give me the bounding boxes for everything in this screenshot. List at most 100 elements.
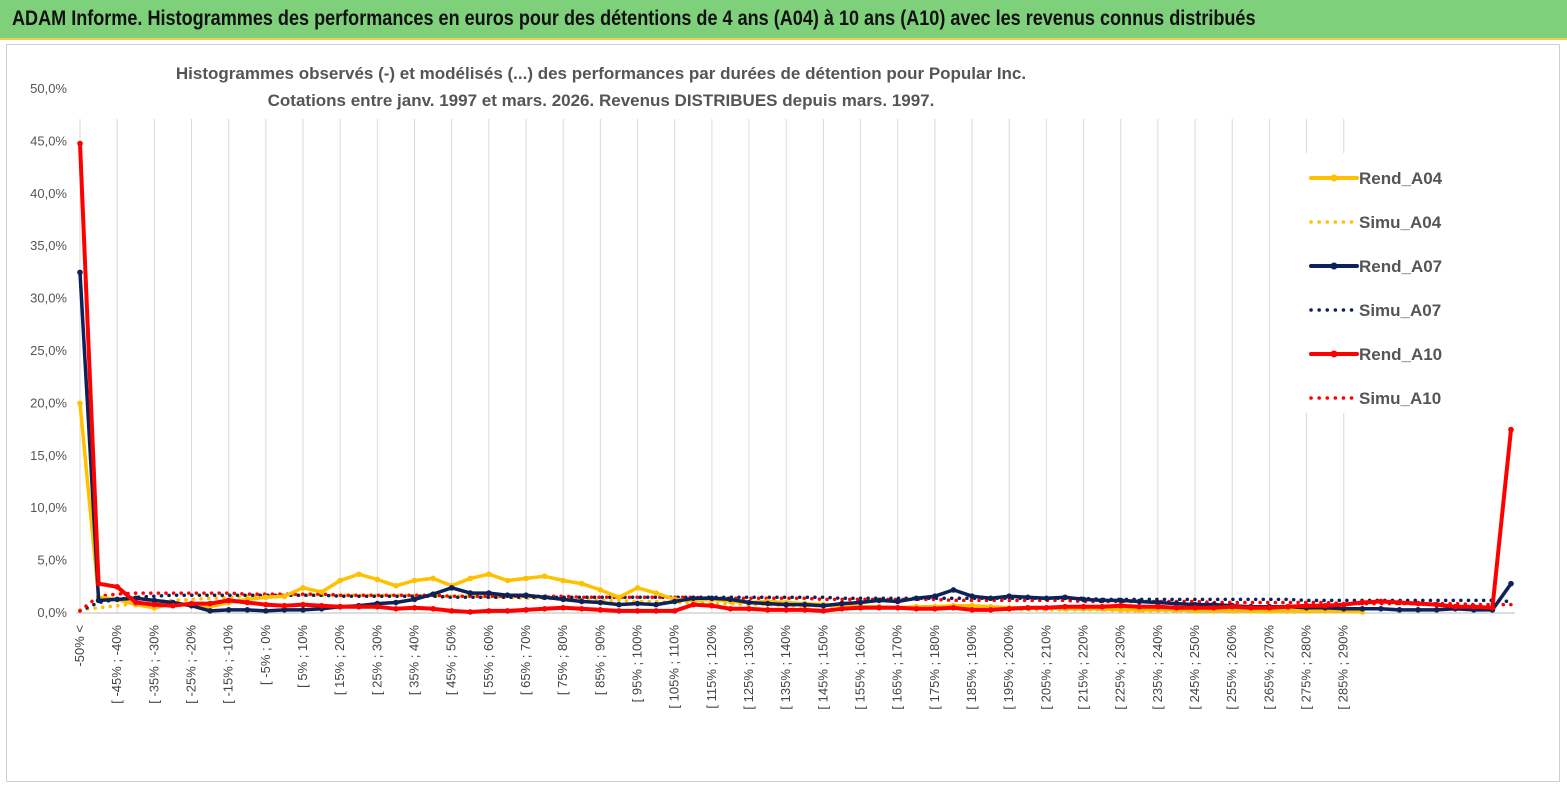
data-point	[448, 585, 455, 591]
x-tick-label: [ 145% ; 150%	[815, 625, 830, 710]
data-point	[783, 601, 790, 608]
data-point	[1155, 599, 1161, 606]
legend-background	[1289, 153, 1499, 413]
series-simu-a07	[78, 593, 1513, 613]
data-point	[560, 596, 566, 603]
data-point	[225, 597, 232, 604]
x-tick-label: [ 95% ; 100%	[630, 625, 645, 703]
data-point	[1433, 607, 1440, 613]
y-tick-label: 25,0%	[30, 343, 67, 358]
data-point	[1117, 597, 1124, 604]
data-point	[913, 606, 920, 612]
data-point	[430, 606, 436, 612]
data-point	[188, 600, 195, 607]
data-point	[430, 591, 436, 597]
data-point	[634, 608, 641, 614]
x-tick-label: [ 115% ; 120%	[704, 625, 719, 709]
data-point	[894, 598, 901, 605]
x-tick-label: [ -5% ; 0%	[258, 625, 273, 685]
data-point	[616, 601, 622, 608]
data-point	[467, 590, 474, 596]
data-point	[1043, 595, 1050, 602]
data-point	[393, 606, 399, 612]
data-point	[801, 607, 808, 613]
data-point	[1340, 601, 1347, 608]
data-point	[801, 601, 808, 608]
data-point	[764, 607, 771, 613]
data-point	[1415, 600, 1421, 607]
data-point	[727, 596, 734, 603]
data-point	[355, 603, 362, 610]
data-point	[764, 600, 771, 607]
data-point	[170, 602, 176, 609]
data-point	[318, 589, 325, 595]
data-point	[151, 601, 158, 608]
data-point	[746, 606, 752, 612]
data-point	[1080, 596, 1087, 603]
x-tick-label: [ 25% ; 30%	[369, 625, 384, 696]
data-point	[1229, 608, 1236, 614]
y-axis-ticks: 0,0% 5,0% 10,0% 15,0% 20,0% 25,0% 30,0% 35,0% 40…	[30, 81, 67, 620]
x-tick-label: [ -25% ; -20%	[184, 625, 199, 704]
data-point	[987, 607, 994, 613]
data-point	[671, 598, 678, 605]
data-point	[411, 604, 418, 611]
data-point	[932, 593, 938, 600]
data-point	[820, 608, 827, 614]
data-point	[430, 575, 436, 582]
x-tick-label: [ 45% ; 50%	[444, 625, 459, 696]
data-point	[1359, 599, 1366, 606]
performance-histogram-chart: 0,0% 5,0% 10,0% 15,0% 20,0% 25,0% 30,0% 35,0% 40…	[30, 53, 1515, 710]
data-point	[132, 599, 139, 606]
y-tick-label: 40,0%	[30, 186, 67, 201]
data-point	[281, 607, 288, 613]
data-point	[876, 597, 882, 604]
data-point	[727, 606, 734, 612]
data-point	[393, 582, 399, 589]
legend-marker	[1330, 174, 1338, 182]
x-tick-label: [ 225% ; 230%	[1113, 625, 1128, 710]
y-tick-label: 15,0%	[30, 448, 67, 463]
legend-marker	[1330, 350, 1338, 358]
data-point	[634, 585, 641, 591]
data-point	[411, 577, 418, 584]
x-tick-label: [ 235% ; 240%	[1150, 625, 1165, 710]
data-point	[857, 599, 864, 606]
report-header: ADAM Informe. Histogrammes des performan…	[0, 0, 1567, 40]
data-point	[114, 584, 120, 590]
x-tick-label: [ 125% ; 130%	[741, 625, 756, 710]
y-tick-label: 30,0%	[30, 291, 67, 306]
x-tick-label: [ 275% ; 280%	[1299, 625, 1314, 710]
y-tick-label: 45,0%	[30, 133, 67, 148]
data-point	[1099, 597, 1105, 604]
data-point	[411, 596, 418, 603]
data-point	[486, 590, 492, 596]
data-point	[597, 599, 604, 606]
series-lines	[77, 140, 1514, 615]
data-point	[950, 604, 957, 611]
data-point	[1025, 604, 1031, 611]
data-point	[1433, 601, 1440, 608]
data-point	[1471, 603, 1477, 610]
data-point	[1173, 600, 1180, 607]
data-point	[374, 603, 381, 610]
chart-frame: 0,0% 5,0% 10,0% 15,0% 20,0% 25,0% 30,0% 35,0% 40…	[6, 44, 1560, 782]
data-point	[1062, 603, 1068, 610]
x-tick-label: [ 165% ; 170%	[890, 625, 905, 710]
data-point	[578, 598, 585, 605]
data-point	[969, 607, 975, 613]
x-tick-label: [ 285% ; 290%	[1336, 625, 1351, 710]
data-point	[300, 585, 306, 591]
data-point	[1006, 606, 1013, 612]
x-tick-label: [ 215% ; 220%	[1076, 625, 1091, 710]
data-point	[1378, 606, 1384, 612]
data-point	[77, 269, 83, 276]
legend-label: Rend_A04	[1359, 169, 1443, 188]
data-point	[1415, 607, 1421, 613]
x-tick-label: [ 265% ; 270%	[1261, 625, 1276, 710]
vertical-gridlines	[79, 119, 1345, 613]
data-point	[913, 595, 920, 602]
data-point	[1210, 604, 1217, 611]
legend: Rend_A04 Simu_A04 Rend_A07 Simu_A07 Rend_A10…	[1309, 169, 1443, 408]
data-point	[671, 608, 678, 614]
